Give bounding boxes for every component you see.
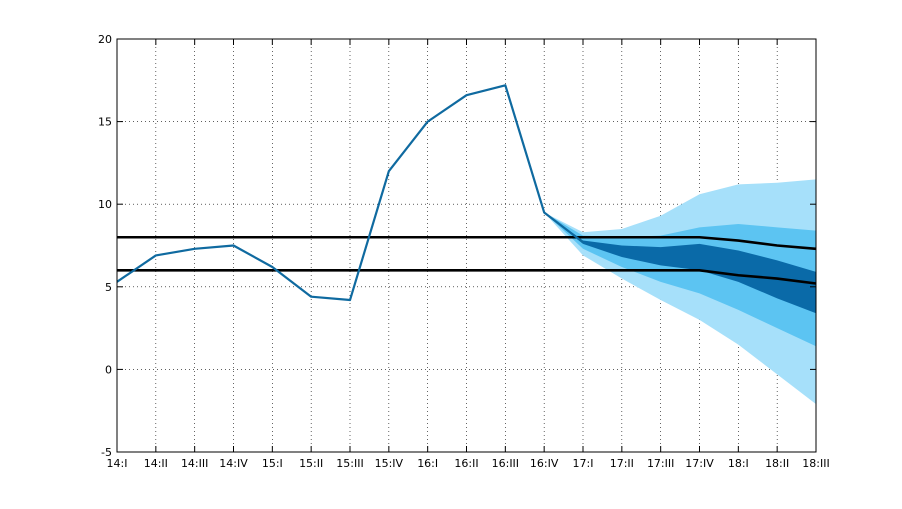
- x-tick-label: 18:III: [802, 457, 829, 470]
- x-tick-label: 16:IV: [530, 457, 559, 470]
- x-tick-label: 15:II: [299, 457, 323, 470]
- x-tick-label: 16:II: [454, 457, 478, 470]
- y-tick-labels: -5 0 5 10 15 20: [98, 33, 112, 459]
- y-tick-label: 10: [98, 198, 112, 211]
- x-tick-label: 18:I: [728, 457, 749, 470]
- y-tick-label: 15: [98, 116, 112, 129]
- fan-band-2: [544, 212, 816, 314]
- y-tick-label: 0: [105, 363, 112, 376]
- x-tick-label: 14:I: [107, 457, 128, 470]
- tick-marks: [116, 38, 817, 453]
- x-tick-label: 15:IV: [375, 457, 404, 470]
- reference-lines: [117, 235, 817, 285]
- y-tick-label: -5: [101, 446, 112, 459]
- x-tick-label: 15:III: [336, 457, 363, 470]
- x-tick-label: 17:III: [647, 457, 674, 470]
- x-tick-labels: 14:I 14:II 14:III 14:IV 15:I 15:II 15:III 15:IV…: [107, 457, 830, 470]
- fan-bands: [544, 179, 816, 405]
- x-tick-label: 16:I: [417, 457, 438, 470]
- x-tick-label: 14:IV: [219, 457, 248, 470]
- reference-line-0: [117, 235, 817, 251]
- y-tick-label: 5: [105, 281, 112, 294]
- x-tick-label: 14:II: [144, 457, 168, 470]
- y-tick-label: 20: [98, 33, 112, 46]
- series-line-0: [116, 84, 584, 302]
- x-tick-label: 14:III: [181, 457, 208, 470]
- x-tick-label: 17:IV: [685, 457, 714, 470]
- x-tick-label: 18:II: [765, 457, 789, 470]
- series-lines: [116, 84, 584, 302]
- x-tick-label: 15:I: [262, 457, 283, 470]
- x-tick-label: 17:I: [573, 457, 594, 470]
- x-tick-label: 17:II: [610, 457, 634, 470]
- reference-line-1: [117, 268, 817, 285]
- x-tick-label: 16:III: [492, 457, 519, 470]
